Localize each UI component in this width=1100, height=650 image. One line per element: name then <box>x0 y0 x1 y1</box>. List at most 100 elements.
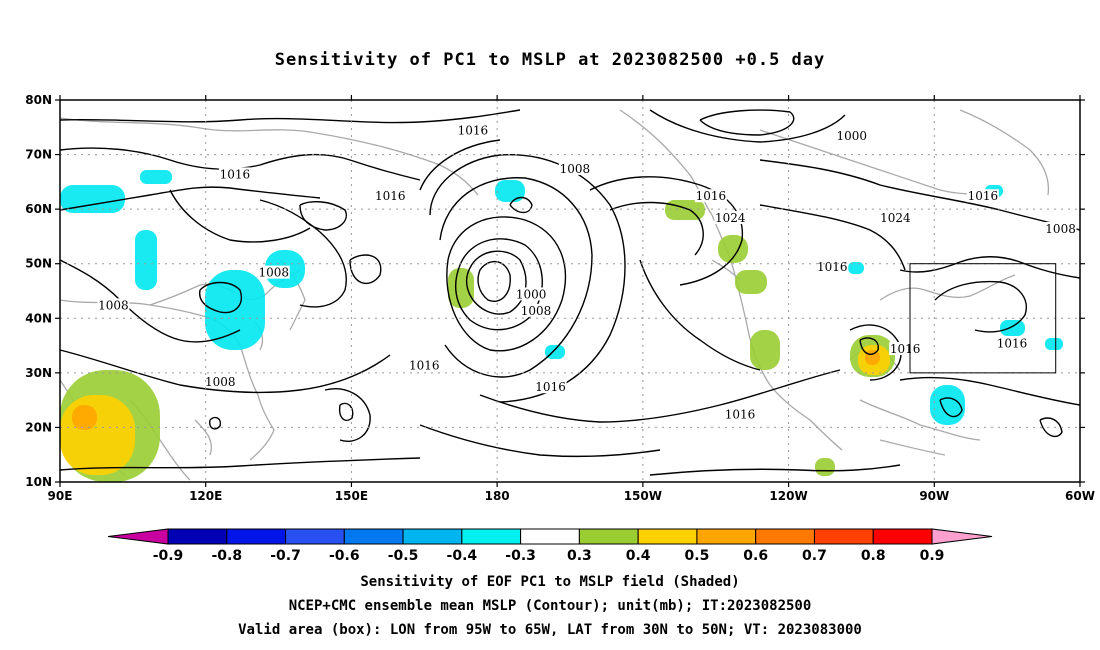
lat-tick-label: 80N <box>25 93 52 107</box>
contour-label-bg <box>534 380 567 394</box>
contour-label-bg <box>515 287 548 301</box>
contour-labels: 1016 1000 1008 1016 1016 1016 1024 1024 1016 1008… <box>97 123 1077 422</box>
contour-label-bg <box>1044 221 1077 235</box>
lat-tick-label: 70N <box>25 148 52 162</box>
mslp-contours <box>59 109 1081 476</box>
lon-tick-label: 180 <box>485 489 510 503</box>
colorbar-label: -0.3 <box>505 548 536 564</box>
sensitivity-patch <box>60 185 125 213</box>
contour-label-bg <box>879 211 912 225</box>
sensitivity-patch <box>1045 338 1063 350</box>
sensitivity-patch <box>848 262 864 274</box>
colorbar-label: 0.8 <box>861 548 886 564</box>
contour-label-bg <box>204 374 237 388</box>
contour-label-bg <box>694 189 727 203</box>
contour-label: 1008 <box>560 162 591 176</box>
contour-label: 1016 <box>725 408 756 422</box>
colorbar-swatch <box>578 528 639 545</box>
lon-tick-label: 150E <box>335 489 368 503</box>
caption-line-3: Valid area (box): LON from 95W to 65W, L… <box>238 622 862 638</box>
contour-label-bg <box>97 298 130 312</box>
sensitivity-patch <box>60 395 135 475</box>
contour-label: 1024 <box>880 211 911 225</box>
lat-tick-label: 20N <box>25 420 52 434</box>
contour-label: 1016 <box>535 380 566 394</box>
contour-label: 1000 <box>516 287 547 301</box>
colorbar-label: -0.7 <box>270 548 301 564</box>
sensitivity-patch <box>448 268 474 308</box>
contour-label: 1016 <box>696 189 727 203</box>
contour-label-bg <box>889 342 922 356</box>
contour-label: 1016 <box>220 167 251 181</box>
gridlines <box>60 100 1080 482</box>
contour-label: 1016 <box>968 189 999 203</box>
colorbar-label: -0.8 <box>211 548 242 564</box>
contour-label: 1016 <box>890 342 921 356</box>
contour-label: 1016 <box>997 337 1028 351</box>
colorbar-swatch <box>696 528 757 545</box>
colorbar-swatch <box>402 528 463 545</box>
colorbar-label: 0.4 <box>626 548 651 564</box>
sensitivity-patch <box>135 230 157 290</box>
contour-label: 1008 <box>98 298 129 312</box>
contour-label-bg <box>520 303 552 317</box>
sensitivity-patch <box>72 405 97 430</box>
lat-tick-label: 50N <box>25 257 52 271</box>
colorbar-swatch <box>167 528 228 545</box>
lat-tick-label: 40N <box>25 311 52 325</box>
lat-tick-label: 10N <box>25 475 52 489</box>
plot-frame <box>59 99 1081 483</box>
map-title: Sensitivity of PC1 to MSLP at 2023082500… <box>274 50 826 70</box>
caption-line-1: Sensitivity of EOF PC1 to MSLP field (Sh… <box>360 574 740 590</box>
colorbar-label: 0.3 <box>567 548 592 564</box>
contour-label-bg <box>835 129 868 143</box>
contour-label-bg <box>714 211 747 225</box>
colorbar-swatch <box>637 528 698 545</box>
lon-tick-label: 150W <box>624 489 662 503</box>
sensitivity-patch <box>1000 320 1025 336</box>
contour-label-bg <box>408 358 441 372</box>
contour-label: 1016 <box>458 124 489 138</box>
contour-label: 1008 <box>258 266 289 280</box>
sensitivity-patch <box>735 270 767 294</box>
sensitivity-patch <box>815 458 835 476</box>
sensitivity-patch <box>495 180 525 202</box>
colorbar-label: -0.4 <box>447 548 478 564</box>
sensitivity-patch <box>865 350 880 365</box>
colorbar-high-arrow <box>931 528 993 545</box>
lon-tick-label: 60W <box>1065 489 1095 503</box>
contour-label-bg <box>558 161 591 175</box>
contour-label-bg <box>724 407 756 421</box>
contour-label: 1008 <box>521 304 552 318</box>
contour-label-bg <box>966 189 999 203</box>
colorbar-swatch <box>461 528 522 545</box>
contour-label-bg <box>257 265 290 279</box>
sensitivity-patch <box>718 235 748 263</box>
colorbar-swatch <box>872 528 933 545</box>
contour-label-bg <box>374 189 407 203</box>
sensitivity-patch <box>750 330 780 370</box>
colorbar-label: 0.9 <box>920 548 945 564</box>
contour-label: 1016 <box>817 260 848 274</box>
colorbar-label: -0.6 <box>329 548 360 564</box>
contour-label-bg <box>996 336 1028 350</box>
contour-label: 1000 <box>836 129 867 143</box>
sensitivity-patch <box>930 385 965 425</box>
caption-line-2: NCEP+CMC ensemble mean MSLP (Contour); u… <box>288 598 812 614</box>
contour-label: 1008 <box>205 375 236 389</box>
contour-label: 1024 <box>715 211 746 225</box>
contour-label: 1016 <box>409 358 440 372</box>
colorbar-swatch <box>285 528 345 545</box>
lat-tick-label: 60N <box>25 202 52 216</box>
lon-tick-label: 90W <box>919 489 949 503</box>
colorbar-label: 0.5 <box>685 548 710 564</box>
colorbar-label: 0.7 <box>802 548 827 564</box>
lon-tick-label: 120W <box>769 489 807 503</box>
colorbar: -0.9 -0.8 -0.7 -0.6 -0.5 -0.4 -0.3 0.3 0.4 0.5 0.6… <box>107 528 993 564</box>
contour-label-bg <box>456 123 489 137</box>
colorbar-swatch <box>226 528 287 545</box>
colorbar-label: -0.9 <box>153 548 184 564</box>
colorbar-swatch <box>520 528 580 545</box>
